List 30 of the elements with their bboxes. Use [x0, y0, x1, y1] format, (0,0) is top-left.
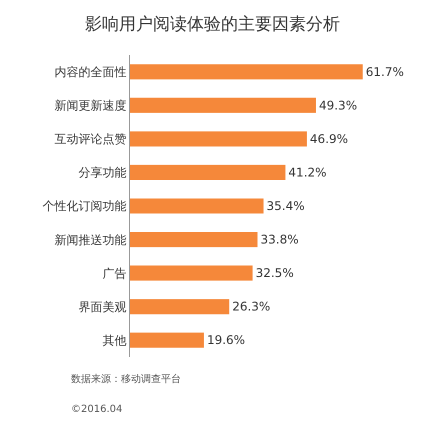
text: ©2016.04 [71, 404, 122, 415]
bar [130, 131, 307, 146]
source-note: 数据来源：移动调查平台 [71, 373, 181, 385]
bar [130, 299, 230, 314]
data-label: 19.6% [206, 333, 246, 348]
bar [130, 332, 204, 348]
y-tick-label: 内容的全面性 [54, 64, 127, 79]
data-label: 26.3% [232, 300, 270, 314]
y-tick-label: 互动评论点赞 [54, 132, 127, 146]
bar [130, 198, 264, 214]
chart-title: 影响用户阅读体验的主要因素分析 [85, 14, 340, 34]
y-tick-label: 个性化订阅功能 [42, 199, 127, 214]
bar [130, 164, 286, 180]
y-tick-label: 新闻更新速度 [54, 98, 127, 113]
bar [130, 98, 316, 113]
data-label: 33.8% [260, 232, 299, 247]
y-tick-label: 其他 [102, 333, 127, 348]
data-label: 32.5% [256, 266, 294, 280]
bar [130, 64, 363, 80]
data-label: 41.2% [288, 165, 327, 180]
y-tick-label: 广告 [102, 266, 127, 280]
bar [130, 232, 258, 248]
data-label: 35.4% [266, 199, 305, 213]
data-label: 46.9% [310, 132, 348, 146]
y-tick-label: 分享功能 [78, 166, 127, 180]
y-tick-label: 界面美观 [78, 300, 127, 314]
bar [130, 266, 253, 281]
data-label: 49.3% [318, 98, 358, 112]
data-label: 61.7% [366, 64, 404, 79]
y-tick-label: 新闻推送功能 [54, 232, 127, 247]
